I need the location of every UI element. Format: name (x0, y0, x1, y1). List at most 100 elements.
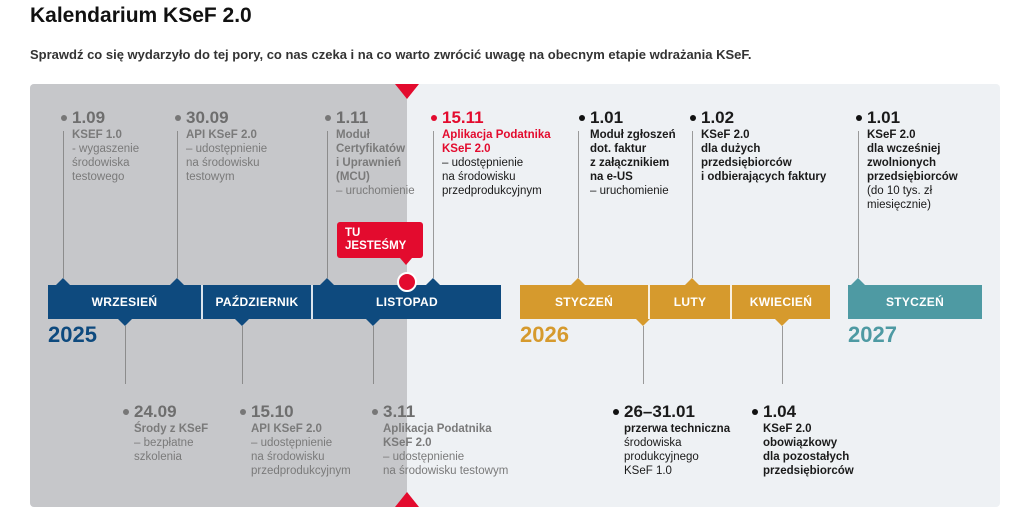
event-desc: na środowisku (186, 157, 260, 169)
connector-line (125, 326, 126, 384)
year-label-2027: 2027 (848, 322, 897, 347)
bullet-icon (752, 409, 758, 415)
connector-line (858, 131, 859, 278)
tick-icon (426, 278, 440, 285)
event-date: 1.09 (72, 108, 106, 127)
event-title: przedsiębiorców (763, 465, 854, 477)
event-title: Środy z KSeF (134, 423, 209, 435)
event-title: KSeF 2.0 (867, 129, 916, 141)
event-desc: – uruchomienie (590, 185, 669, 197)
event-title: i Uprawnień (336, 157, 402, 169)
tick-icon (235, 319, 249, 326)
event-title: Moduł zgłoszeń (590, 129, 676, 141)
connector-line (643, 326, 644, 384)
event-date: 1.01 (590, 108, 624, 127)
event-desc: – uruchomienie (336, 185, 415, 197)
tick-icon (118, 319, 132, 326)
bullet-icon (613, 409, 619, 415)
event-1-11: 1.11 Moduł Certyfikatów i Uprawnień (MCU… (325, 108, 436, 198)
badge-pointer-icon (400, 258, 412, 265)
you-are-here-line2: JESTEŚMY (345, 240, 407, 252)
event-desc: testowym (186, 171, 235, 183)
tick-icon (366, 319, 380, 326)
connector-line (782, 326, 783, 384)
current-position-top-marker-icon (395, 84, 419, 99)
event-desc: na środowisku (442, 171, 516, 183)
bullet-icon (372, 409, 378, 415)
event-desc: środowiska (72, 157, 130, 169)
month-label: KWIECIEŃ (732, 285, 830, 319)
event-title: przerwa techniczna (624, 423, 731, 435)
event-title: dla pozostałych (763, 451, 850, 463)
event-date: 1.11 (336, 108, 369, 127)
month-label: LUTY (650, 285, 732, 319)
event-desc: KSeF 1.0 (624, 465, 672, 477)
event-desc: środowiska (624, 437, 682, 449)
event-title: i odbierających faktury (701, 171, 827, 183)
tick-icon (685, 278, 699, 285)
connector-line (327, 131, 328, 278)
event-26-31-01: 26–31.01 przerwa techniczna środowiska p… (613, 402, 754, 478)
tick-icon (170, 278, 184, 285)
you-are-here-badge: TU JESTEŚMY (337, 222, 423, 258)
event-desc: miesięcznie) (867, 199, 931, 211)
event-date: 3.11 (383, 402, 416, 421)
event-title: przedsiębiorców (701, 157, 792, 169)
event-date: 1.02 (701, 108, 735, 127)
month-label: STYCZEŃ (520, 285, 650, 319)
event-1-09: 1.09 KSEF 1.0 - wygaszenie środowiska te… (61, 108, 182, 184)
event-1-04: 1.04 KSeF 2.0 obowiązkowy dla pozostałyc… (752, 402, 883, 478)
page-title: Kalendarium KSeF 2.0 (30, 4, 252, 27)
tick-icon (56, 278, 70, 285)
bullet-icon (690, 115, 696, 121)
event-title: API KSeF 2.0 (251, 423, 322, 435)
event-24-09: 24.09 Środy z KSeF – bezpłatne szkolenia (123, 402, 244, 464)
event-desc: – udostępnienie (251, 437, 333, 449)
tick-icon (636, 319, 650, 326)
tick-icon (320, 278, 334, 285)
year-label-2026: 2026 (520, 322, 569, 347)
event-15-11: 15.11 Aplikacja Podatnika KSeF 2.0 – udo… (431, 108, 582, 198)
event-title: dla wcześniej (867, 143, 941, 155)
event-title: zwolnionych (867, 157, 936, 169)
event-3-11: 3.11 Aplikacja Podatnika KSeF 2.0 – udos… (372, 402, 533, 478)
event-desc: – udostępnienie (442, 157, 524, 169)
event-1-01-2027: 1.01 KSeF 2.0 dla wcześniej zwolnionych … (856, 108, 987, 212)
event-title: dot. faktur (590, 143, 647, 155)
connector-line (63, 131, 64, 278)
year-label-2025: 2025 (48, 322, 97, 347)
event-title: Moduł (336, 129, 370, 141)
event-desc: szkolenia (134, 451, 182, 463)
bullet-icon (240, 409, 246, 415)
month-label: PAŹDZIERNIK (203, 285, 313, 319)
event-desc: (do 10 tys. zł (867, 185, 933, 197)
bullet-icon (579, 115, 585, 121)
event-desc: przedprodukcyjnym (442, 185, 542, 197)
page-subtitle: Sprawdź co się wydarzyło do tej pory, co… (30, 47, 752, 62)
event-desc: produkcyjnego (624, 451, 699, 463)
current-position-bottom-marker-icon (395, 492, 419, 507)
event-date: 15.10 (251, 402, 294, 421)
event-date: 30.09 (186, 108, 229, 127)
event-title: KSEF 1.0 (72, 129, 122, 141)
event-title: API KSeF 2.0 (186, 129, 257, 141)
bullet-icon (175, 115, 181, 121)
connector-line (692, 131, 693, 278)
event-desc: - wygaszenie (72, 143, 140, 155)
event-15-10: 15.10 API KSeF 2.0 – udostępnienie na śr… (240, 402, 371, 478)
event-desc: – bezpłatne (134, 437, 194, 449)
event-30-09: 30.09 API KSeF 2.0 – udostępnienie na śr… (175, 108, 306, 184)
event-title: na e-US (590, 171, 633, 183)
event-desc: – udostępnienie (186, 143, 268, 155)
event-desc: – udostępnienie (383, 451, 465, 463)
event-1-01-2026: 1.01 Moduł zgłoszeń dot. faktur z załącz… (579, 108, 700, 198)
year-bar-2025: WRZESIEŃ PAŹDZIERNIK LISTOPAD (48, 285, 501, 319)
current-position-dot-icon (397, 272, 417, 292)
connector-line (242, 326, 243, 384)
event-title: obowiązkowy (763, 437, 838, 449)
event-title: dla dużych (701, 143, 761, 155)
event-title: Aplikacja Podatnika (442, 129, 551, 141)
event-desc: testowego (72, 171, 125, 183)
event-title: KSeF 2.0 (442, 143, 491, 155)
bullet-icon (123, 409, 129, 415)
